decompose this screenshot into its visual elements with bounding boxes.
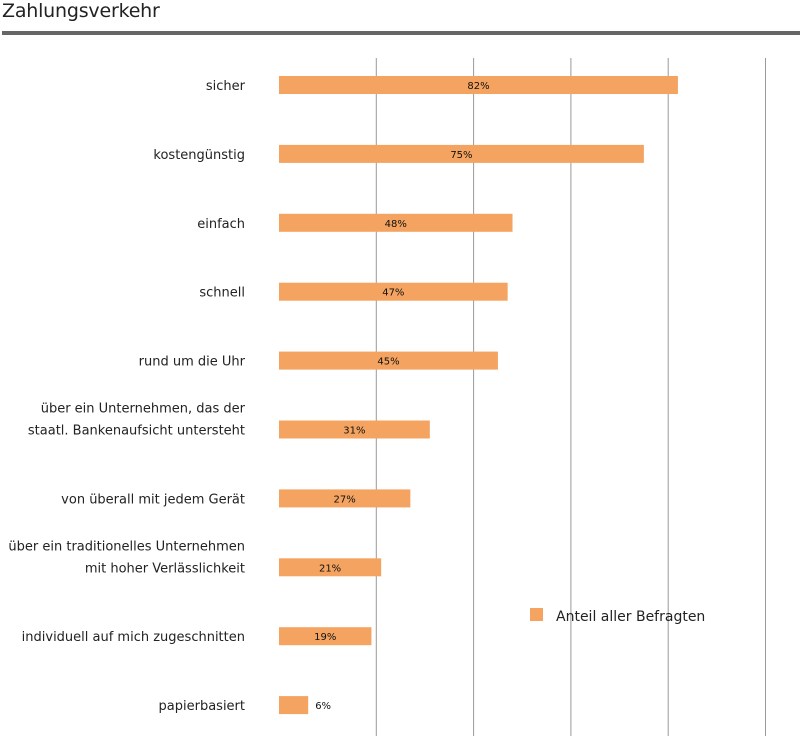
category-label-7-line-0: über ein traditionelles Unternehmen — [8, 539, 245, 554]
bar-5 — [279, 420, 430, 439]
category-label-5-line-0: über ein Unternehmen, das der — [41, 402, 246, 417]
value-label-3: 47% — [382, 288, 404, 299]
bar-2 — [279, 213, 513, 232]
category-label-0: sicher — [206, 79, 246, 94]
category-label-6: von überall mit jedem Gerät — [61, 492, 245, 507]
title-rule — [2, 31, 800, 35]
category-label-7-line-1: mit hoher Verlässlichkeit — [85, 561, 245, 576]
bar-6 — [279, 489, 411, 508]
category-label-9: papierbasiert — [159, 699, 245, 714]
value-label-5: 31% — [343, 426, 365, 437]
bar-4 — [279, 351, 498, 370]
value-label-9: 6% — [315, 701, 331, 712]
value-label-0: 82% — [467, 81, 489, 92]
chart-title: Zahlungsverkehr — [2, 0, 160, 22]
value-label-8: 19% — [314, 632, 336, 643]
bar-8 — [279, 627, 372, 646]
grid-lines — [375, 58, 766, 736]
category-labels: sicher kostengünstig einfach schnell rund um… — [8, 79, 245, 714]
bar-0 — [279, 76, 678, 94]
category-label-8: individuell auf mich zugeschnitten — [22, 630, 245, 645]
legend: Anteil aller Befragten — [530, 608, 705, 625]
category-label-1: kostengünstig — [153, 148, 245, 163]
bar-9 — [279, 696, 309, 715]
value-labels: 82% 75% 48% 47% 45% 31% 27% 21% 19% 6% — [314, 81, 489, 712]
value-label-4: 45% — [377, 357, 399, 368]
value-label-7: 21% — [319, 563, 341, 574]
category-label-3: schnell — [199, 286, 245, 301]
category-label-4: rund um die Uhr — [139, 355, 246, 370]
legend-label: Anteil aller Befragten — [556, 609, 705, 625]
category-label-2: einfach — [197, 217, 245, 232]
bar-7 — [279, 558, 382, 577]
value-label-1: 75% — [450, 150, 472, 161]
bars — [279, 76, 678, 715]
bar-3 — [279, 282, 508, 301]
category-label-5-line-1: staatl. Bankenaufsicht untersteht — [28, 424, 245, 439]
value-label-2: 48% — [385, 219, 407, 230]
bar-1 — [279, 144, 644, 163]
legend-swatch — [530, 608, 543, 621]
value-label-6: 27% — [334, 494, 356, 505]
